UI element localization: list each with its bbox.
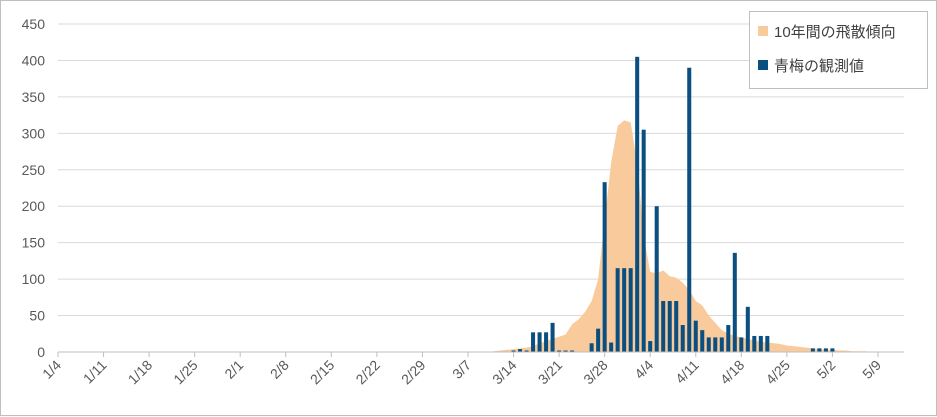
observed-bar (570, 350, 575, 352)
x-tick-label: 4/4 (631, 357, 656, 382)
legend-item-trend: 10年間の飛散傾向 (758, 20, 896, 42)
legend-label-observed: 青梅の観測値 (774, 57, 865, 75)
observed-bar (648, 341, 653, 352)
x-tick-label: 4/18 (717, 357, 748, 388)
y-tick-label: 350 (22, 89, 46, 105)
y-tick-label: 100 (22, 271, 46, 287)
observed-bar (810, 348, 815, 352)
observed-bar (752, 335, 757, 352)
y-tick-label: 400 (22, 52, 46, 68)
legend: 10年間の飛散傾向 青梅の観測値 (749, 11, 928, 89)
x-tick-label: 4/25 (762, 357, 793, 388)
observed-bar (537, 332, 542, 352)
observed-bar (550, 322, 555, 352)
observed-bar (609, 342, 614, 352)
observed-bar (596, 328, 601, 352)
observed-bar (661, 300, 666, 352)
observed-bar (667, 300, 672, 352)
x-tick-label: 2/1 (221, 357, 246, 382)
y-tick-label: 450 (22, 16, 46, 32)
x-tick-label: 2/29 (398, 357, 429, 388)
legend-swatch-observed (758, 60, 768, 70)
x-tick-label: 1/4 (39, 357, 64, 382)
x-tick-label: 1/18 (125, 357, 156, 388)
x-tick-label: 2/22 (352, 357, 383, 388)
y-tick-label: 0 (37, 344, 45, 360)
observed-bar (628, 268, 633, 352)
observed-bar (518, 349, 523, 352)
observed-bar (680, 325, 685, 352)
observed-bar (817, 348, 822, 352)
observed-bar (830, 348, 835, 352)
x-tick-label: 1/25 (170, 357, 201, 388)
observed-bar (557, 350, 562, 352)
observed-bar (615, 268, 620, 352)
x-tick-label: 3/7 (449, 357, 474, 382)
observed-bar (745, 306, 750, 352)
legend-label-trend: 10年間の飛散傾向 (774, 23, 896, 41)
y-tick-label: 150 (22, 235, 46, 251)
observed-bar (732, 252, 737, 352)
trend-area (487, 120, 872, 353)
y-tick-label: 50 (29, 308, 45, 324)
observed-bar (602, 182, 607, 352)
x-tick-label: 3/21 (535, 357, 566, 388)
observed-bar (511, 350, 516, 352)
observed-bar (544, 332, 549, 352)
observed-bar (687, 67, 692, 352)
observed-bar (739, 337, 744, 352)
x-tick-label: 5/9 (859, 357, 884, 382)
observed-bar (531, 332, 536, 352)
observed-bar (641, 129, 646, 352)
legend-swatch-trend (758, 26, 768, 36)
observed-bar (635, 56, 640, 353)
observed-bar (713, 337, 718, 352)
observed-bar (823, 348, 828, 352)
observed-bar (700, 330, 705, 352)
observed-bar (758, 335, 763, 352)
observed-bar (524, 350, 529, 352)
x-tick-label: 2/15 (307, 357, 338, 388)
observed-bar (654, 206, 659, 352)
observed-bar (765, 335, 770, 352)
x-tick-label: 1/11 (80, 357, 110, 387)
observed-bar (563, 350, 568, 352)
y-tick-label: 300 (22, 125, 46, 141)
x-tick-label: 4/11 (672, 357, 702, 387)
observed-bar (589, 343, 594, 352)
x-tick-label: 3/14 (489, 357, 520, 388)
observed-bar (706, 337, 711, 352)
x-tick-label: 3/28 (580, 357, 611, 388)
legend-item-observed: 青梅の観測値 (758, 54, 864, 76)
y-tick-label: 200 (22, 198, 46, 214)
y-tick-label: 250 (22, 162, 46, 178)
observed-bar (622, 268, 627, 352)
x-tick-label: 2/8 (267, 357, 292, 382)
observed-bar (726, 325, 731, 352)
x-tick-label: 5/2 (813, 357, 838, 382)
observed-bar (674, 300, 679, 352)
observed-bar (693, 320, 698, 352)
observed-bar (719, 337, 724, 352)
